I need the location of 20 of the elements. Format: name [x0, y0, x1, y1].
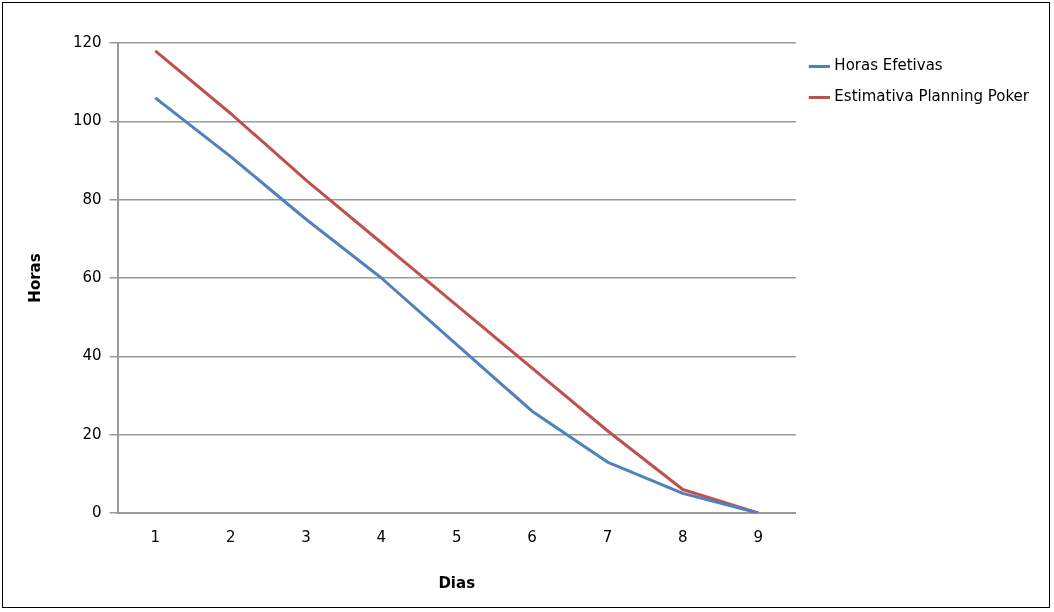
y-axis-title: Horas — [25, 253, 44, 303]
y-tick-label: 0 — [92, 502, 102, 521]
y-tick-label: 120 — [72, 32, 102, 51]
legend-label: Horas Efetivas — [834, 56, 943, 75]
x-tick-label: 4 — [376, 527, 387, 546]
x-tick-label: 1 — [150, 527, 161, 546]
x-tick-label: 2 — [225, 527, 236, 546]
y-tick-label: 20 — [82, 424, 102, 443]
x-tick-label: 8 — [678, 527, 688, 546]
y-tick-label: 40 — [82, 346, 102, 365]
y-tick-label: 60 — [82, 267, 102, 286]
y-tick-label: 100 — [72, 111, 102, 130]
x-axis-title: Dias — [438, 573, 476, 592]
x-tick-label: 9 — [753, 527, 763, 546]
x-tick-label: 7 — [602, 527, 613, 546]
x-tick-label: 6 — [527, 527, 537, 546]
legend-label: Estimativa Planning Poker — [834, 87, 1030, 106]
x-tick-label: 5 — [451, 527, 462, 546]
x-tick-label: 3 — [301, 527, 311, 546]
y-tick-label: 80 — [82, 189, 102, 208]
